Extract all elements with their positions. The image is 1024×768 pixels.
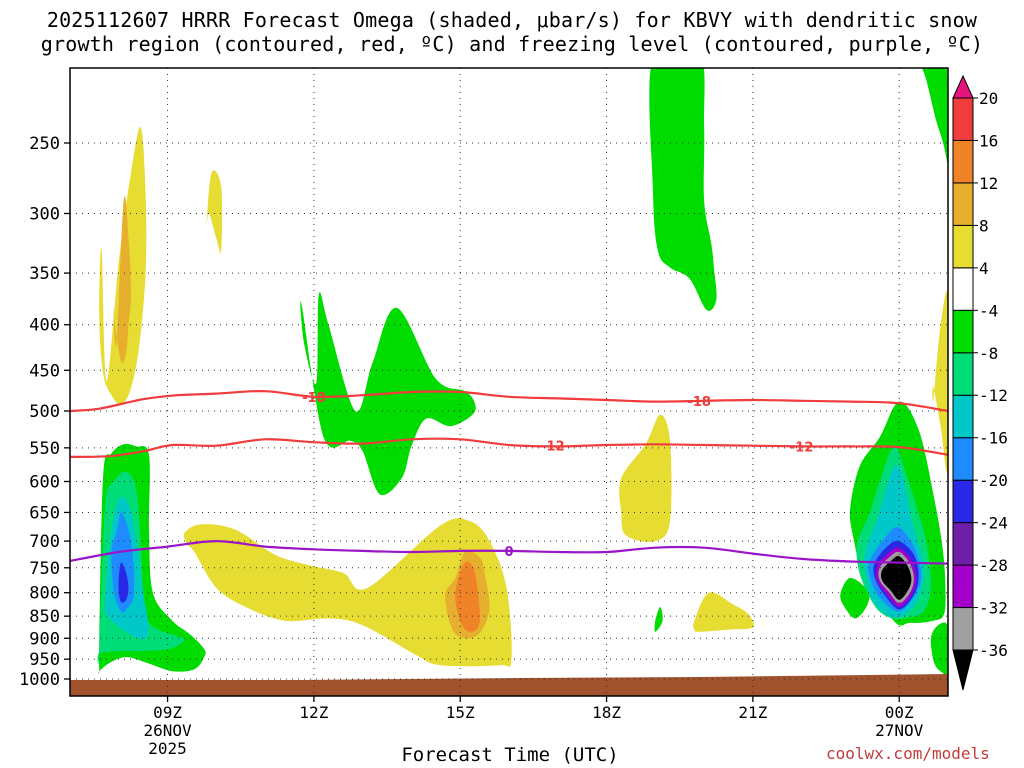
x-tick-date-09Z: 26NOV bbox=[143, 721, 192, 740]
colorbar-top-arrow bbox=[952, 74, 974, 99]
omega-region-8 bbox=[619, 414, 672, 542]
x-tick-label-21Z: 21Z bbox=[738, 703, 767, 722]
y-tick-label-500: 500 bbox=[29, 402, 60, 422]
colorbar-label-3: -24 bbox=[979, 514, 1008, 533]
contour-line-1 bbox=[69, 437, 949, 458]
omega-region-2 bbox=[206, 170, 223, 253]
colorbar-label-11: 12 bbox=[979, 174, 998, 193]
omega-region-1 bbox=[112, 196, 131, 364]
y-tick-label-950: 950 bbox=[29, 650, 60, 670]
chart-title-line1: 2025112607 HRRR Forecast Omega (shaded, … bbox=[46, 8, 978, 32]
omega-region-27 bbox=[118, 562, 129, 603]
plot-frame bbox=[69, 67, 949, 697]
chart-title-line2: growth region (contoured, red, ºC) and f… bbox=[40, 32, 984, 56]
omega-region-21 bbox=[932, 291, 948, 474]
colorbar-label-8: -4 bbox=[979, 301, 998, 320]
x-tick-label-09Z: 09Z bbox=[153, 703, 182, 722]
contour-line-2 bbox=[69, 539, 949, 565]
colorbar-label-7: -8 bbox=[979, 344, 998, 363]
y-tick-label-1000: 1000 bbox=[19, 670, 60, 690]
omega-region-3 bbox=[183, 518, 512, 667]
colorbar-label-12: 16 bbox=[979, 131, 998, 150]
omega-region-11 bbox=[840, 577, 870, 619]
y-tick-label-800: 800 bbox=[29, 584, 60, 604]
colorbar-bin-10 bbox=[952, 224, 974, 269]
colorbar-bin-5 bbox=[952, 437, 974, 481]
colorbar-bin-11 bbox=[952, 182, 974, 226]
y-tick-label-300: 300 bbox=[29, 204, 60, 224]
colorbar-label-6: -12 bbox=[979, 386, 1008, 405]
colorbar-bin-13 bbox=[952, 97, 974, 141]
colorbar-label-2: -28 bbox=[979, 556, 1008, 575]
contour-line-0 bbox=[69, 390, 949, 413]
colorbar-label-5: -16 bbox=[979, 429, 1008, 448]
x-axis-label: Forecast Time (UTC) bbox=[401, 744, 619, 766]
x-tick-label-18Z: 18Z bbox=[592, 703, 621, 722]
colorbar-label-13: 20 bbox=[979, 89, 998, 108]
y-tick-label-550: 550 bbox=[29, 439, 60, 459]
colorbar-bin-1 bbox=[952, 607, 974, 651]
x-tick-label-12Z: 12Z bbox=[299, 703, 328, 722]
colorbar-bin-8 bbox=[952, 309, 974, 354]
colorbar-bin-4 bbox=[952, 479, 974, 524]
omega-region-20 bbox=[922, 68, 948, 166]
omega-region-9 bbox=[654, 607, 663, 632]
omega-region-10 bbox=[693, 592, 754, 632]
x-tick-label-15Z: 15Z bbox=[446, 703, 475, 722]
colorbar-label-4: -20 bbox=[979, 471, 1008, 490]
colorbar-bin-3 bbox=[952, 522, 974, 566]
colorbar-bin-6 bbox=[952, 394, 974, 439]
y-tick-label-350: 350 bbox=[29, 264, 60, 284]
site-credit[interactable]: coolwx.com/models bbox=[826, 744, 990, 763]
y-tick-label-900: 900 bbox=[29, 629, 60, 649]
y-tick-label-700: 700 bbox=[29, 532, 60, 552]
colorbar-label-10: 8 bbox=[979, 216, 989, 235]
colorbar-bin-7 bbox=[952, 352, 974, 396]
colorbar-bottom-arrow bbox=[952, 649, 974, 691]
y-tick-label-400: 400 bbox=[29, 316, 60, 336]
omega-region-5 bbox=[455, 561, 480, 632]
colorbar-bin-2 bbox=[952, 564, 974, 609]
colorbar-label-9: 4 bbox=[979, 259, 989, 278]
contour-label-0-1: -18 bbox=[687, 395, 711, 410]
colorbar-bin-12 bbox=[952, 139, 974, 184]
x-tick-year-09Z: 2025 bbox=[148, 739, 187, 758]
x-tick-date-00Z: 27NOV bbox=[875, 721, 924, 740]
y-tick-label-450: 450 bbox=[29, 361, 60, 381]
contour-label-0-0: -18 bbox=[302, 391, 326, 406]
omega-region-7 bbox=[649, 68, 717, 311]
y-tick-label-750: 750 bbox=[29, 559, 60, 579]
omega-region-19 bbox=[881, 555, 912, 600]
contour-label-1-1: -12 bbox=[790, 440, 814, 455]
omega-shading-layer bbox=[97, 68, 948, 677]
terrain-band bbox=[70, 674, 948, 696]
x-tick-label-00Z: 00Z bbox=[885, 703, 914, 722]
contour-label-1-0: -12 bbox=[541, 440, 565, 455]
y-tick-label-650: 650 bbox=[29, 503, 60, 523]
y-tick-label-850: 850 bbox=[29, 607, 60, 627]
contour-label-2-0: 0 bbox=[504, 545, 513, 560]
y-tick-label-600: 600 bbox=[29, 472, 60, 492]
colorbar-label-1: -32 bbox=[979, 599, 1008, 618]
y-tick-label-250: 250 bbox=[29, 134, 60, 154]
colorbar-bin-9 bbox=[952, 267, 974, 311]
omega-region-22 bbox=[930, 622, 948, 677]
colorbar-label-0: -36 bbox=[979, 641, 1008, 660]
